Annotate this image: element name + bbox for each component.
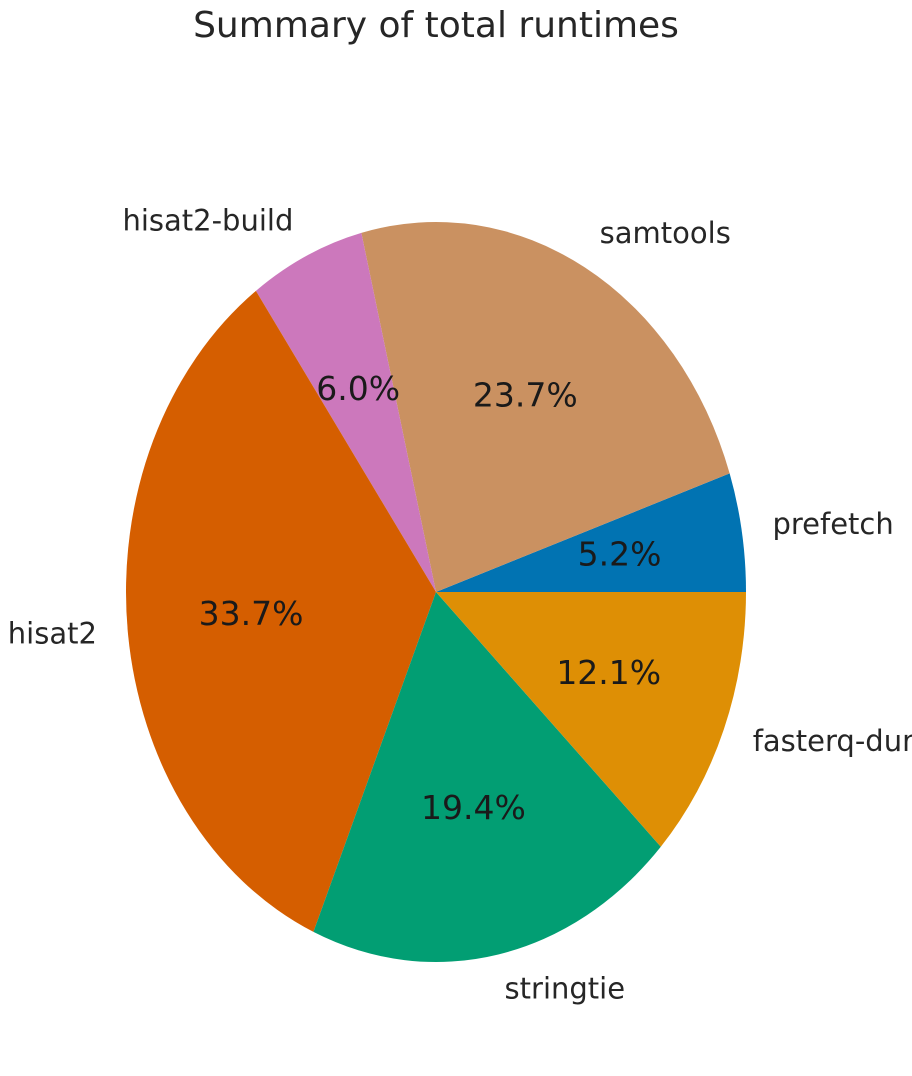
pct-label-fasterq-dump: 12.1% (556, 653, 661, 692)
pie-slice-hisat2-build (255, 232, 436, 592)
pie-slice-fasterq-dump (436, 592, 746, 847)
pct-label-samtools: 23.7% (473, 376, 578, 415)
pct-label-prefetch: 5.2% (578, 534, 662, 573)
pie-slice-hisat2 (126, 290, 436, 932)
slice-label-fasterq-dump: fasterq-dump (753, 724, 912, 758)
pct-label-stringtie: 19.4% (421, 788, 526, 827)
slice-label-prefetch: prefetch (772, 507, 893, 541)
pct-label-hisat2: 33.7% (199, 594, 304, 633)
chart-title: Summary of total runtimes (193, 5, 679, 46)
pie-labels: 5.2% prefetch 23.7% samtools 6.0% hisat2-buil… (8, 203, 912, 1005)
pie-slices (126, 222, 746, 962)
slice-label-stringtie: stringtie (505, 972, 626, 1006)
pct-label-hisat2-build: 6.0% (316, 369, 400, 408)
pie-slice-stringtie (313, 592, 661, 962)
pie-slice-prefetch (436, 473, 746, 592)
slice-label-hisat2-build: hisat2-build (122, 203, 293, 237)
slice-label-hisat2: hisat2 (8, 616, 97, 650)
slice-label-samtools: samtools (600, 216, 731, 250)
pie-slice-samtools (361, 222, 730, 593)
